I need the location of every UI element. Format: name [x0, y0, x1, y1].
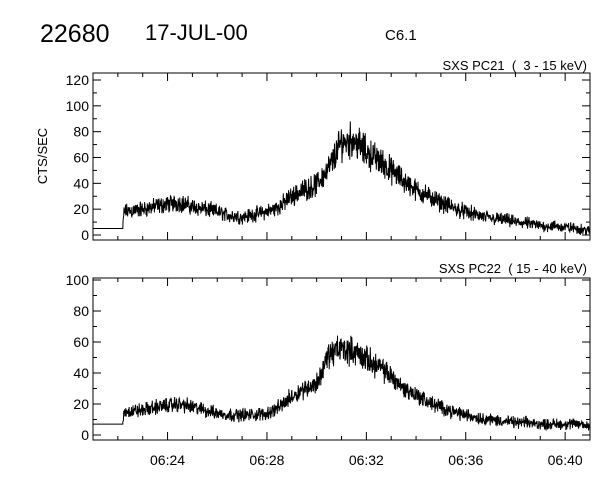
x-tick-label: 06:40 [548, 452, 583, 468]
y-tick-label: 100 [66, 98, 90, 114]
y-tick-label: 0 [81, 427, 89, 443]
goes-class: C6.1 [385, 27, 417, 44]
y-tick-label: 80 [73, 303, 89, 319]
y-tick-label: 100 [66, 272, 90, 288]
panel-title: SXS PC21 ( 3 - 15 keV) [442, 58, 587, 73]
panel-title: SXS PC22 ( 15 - 40 keV) [439, 261, 587, 276]
count-rate-line [93, 121, 591, 236]
x-tick-label: 06:32 [349, 452, 384, 468]
y-tick-label: 120 [66, 72, 90, 88]
y-tick-label: 80 [73, 124, 89, 140]
y-tick-label: 60 [73, 150, 89, 166]
y-tick-label: 20 [73, 201, 89, 217]
event-id: 22680 [40, 20, 110, 48]
x-tick-label: 06:24 [150, 452, 185, 468]
panel-pc21: SXS PC21 ( 3 - 15 keV) CTS/SEC 0 20 40 60 80… [35, 58, 591, 243]
y-tick-label: 40 [73, 365, 89, 381]
y-tick-label: 20 [73, 396, 89, 412]
x-tick-label: 06:36 [448, 452, 483, 468]
x-tick-label: 06:28 [249, 452, 284, 468]
plot-frame [92, 277, 591, 441]
y-tick-label: 0 [81, 227, 89, 243]
event-date: 17-JUL-00 [145, 20, 248, 45]
y-axis-label: CTS/SEC [35, 128, 50, 184]
count-rate-line [93, 335, 591, 432]
y-tick-label: 60 [73, 334, 89, 350]
panel-pc22: SXS PC22 ( 15 - 40 keV) 0 20 40 60 80 100 06:2… [66, 261, 591, 468]
y-tick-label: 40 [73, 175, 89, 191]
